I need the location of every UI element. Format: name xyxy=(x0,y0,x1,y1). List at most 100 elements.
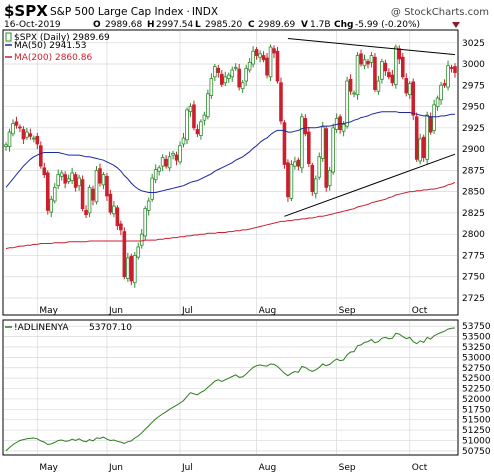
ma200-line xyxy=(5,181,456,250)
candle xyxy=(28,128,33,140)
candle xyxy=(359,49,363,67)
price-y-tick-label: 3000 xyxy=(462,60,485,70)
candle xyxy=(80,175,85,212)
candle-body xyxy=(101,174,106,186)
candle xyxy=(313,175,318,199)
candle-body xyxy=(45,172,50,211)
candle xyxy=(331,123,335,175)
indicator-series xyxy=(5,327,456,452)
candle xyxy=(387,68,391,80)
candle-body xyxy=(178,145,182,163)
price-y-tick-label: 2850 xyxy=(462,188,485,198)
candle-body xyxy=(73,174,78,188)
candle xyxy=(129,253,134,286)
candle xyxy=(397,45,402,65)
price-y-tick-label: 2800 xyxy=(462,230,485,240)
candle-body xyxy=(261,55,266,61)
candle xyxy=(192,100,196,131)
candle xyxy=(307,126,311,167)
high-value: 2997.54 xyxy=(156,20,193,30)
candle-body xyxy=(25,131,29,138)
candle-body xyxy=(202,114,207,121)
open-value: 2989.68 xyxy=(105,20,142,30)
candle xyxy=(247,58,252,73)
candle-body xyxy=(341,124,346,132)
trendline xyxy=(284,153,456,217)
candle xyxy=(320,121,325,162)
candle xyxy=(91,185,95,206)
candle-body xyxy=(216,67,221,73)
candle xyxy=(39,141,43,169)
candle-body xyxy=(157,167,161,172)
candle xyxy=(52,183,57,204)
candle xyxy=(32,135,36,143)
candle-body xyxy=(226,74,231,79)
candle-body xyxy=(122,231,127,278)
candle-body xyxy=(84,209,88,216)
candle-body xyxy=(258,53,262,58)
candle-body xyxy=(174,154,179,161)
candle xyxy=(272,45,276,59)
candle-body xyxy=(244,67,248,82)
candle xyxy=(181,132,186,148)
candle xyxy=(293,156,297,170)
candle xyxy=(261,51,266,63)
candle xyxy=(300,113,304,173)
candle-body xyxy=(77,177,81,187)
candle-body xyxy=(439,84,443,101)
change-label: Chg xyxy=(334,20,353,30)
candle-body xyxy=(373,56,377,90)
candle xyxy=(101,172,106,190)
candle-body xyxy=(129,255,134,282)
candle xyxy=(146,197,151,216)
candle xyxy=(442,79,447,88)
candle xyxy=(286,159,290,202)
candle-body xyxy=(282,122,287,165)
candle xyxy=(199,119,203,140)
date-label: 16-Oct-2019 xyxy=(4,20,61,30)
candle-body xyxy=(251,50,255,65)
price-y-tick-label: 2950 xyxy=(462,103,485,113)
candle xyxy=(369,52,374,68)
candle xyxy=(153,164,158,184)
candle xyxy=(233,63,238,71)
candle xyxy=(115,205,120,230)
candle xyxy=(407,81,412,99)
candle-body xyxy=(21,129,26,140)
candle-body xyxy=(139,233,144,246)
symbol-title: $SPX xyxy=(4,2,48,20)
price-series xyxy=(4,38,457,288)
indicator-x-axis: May Jun Jul Aug Sep Oct xyxy=(39,463,427,473)
open-label: O xyxy=(93,20,101,30)
candle xyxy=(425,111,429,165)
candle xyxy=(132,252,137,288)
candle-body xyxy=(4,144,8,147)
candle-body xyxy=(91,188,95,201)
indicator-y-tick-label: 51750 xyxy=(462,405,491,415)
candle-body xyxy=(289,164,294,199)
price-y-tick-label: 2875 xyxy=(462,166,485,176)
price-y-tick-label: 2775 xyxy=(462,251,485,261)
candle xyxy=(139,229,144,249)
candle-body xyxy=(300,116,304,169)
candle-body xyxy=(279,82,283,122)
indicator-y-tick-label: 51000 xyxy=(462,436,491,446)
adline-series xyxy=(5,327,456,452)
candle xyxy=(35,132,40,150)
candle xyxy=(157,165,161,176)
candle-body xyxy=(132,255,137,284)
candle xyxy=(143,206,148,241)
candle-body xyxy=(345,80,349,127)
candle-body xyxy=(153,169,158,181)
candle-body xyxy=(192,104,196,129)
indicator-x-tick-label: Sep xyxy=(339,463,356,473)
candle-body xyxy=(7,131,12,147)
candle-body xyxy=(87,186,92,214)
candle-body xyxy=(126,257,130,279)
candle xyxy=(18,124,22,133)
candle-body xyxy=(303,118,308,135)
candle-body xyxy=(366,61,370,65)
ohlc-readout: O 2989.68 H 2997.54 L 2985.20 C 2989.69 … xyxy=(93,20,460,30)
legend-adline-value: 53707.10 xyxy=(89,323,132,333)
candle-body xyxy=(275,50,280,82)
